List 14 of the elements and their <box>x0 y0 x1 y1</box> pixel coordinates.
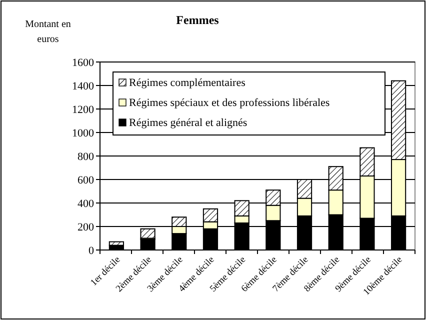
y-tick-label: 400 <box>78 198 94 210</box>
y-tick-label: 1600 <box>72 57 94 69</box>
y-tick-label: 1400 <box>72 80 94 92</box>
y-tick-label: 800 <box>78 151 94 163</box>
y-tick-label: 600 <box>78 174 94 186</box>
y-tick-label: 0 <box>88 245 94 257</box>
y-tick-label: 200 <box>78 222 94 234</box>
y-tick-label: 1200 <box>72 104 94 116</box>
y-axis-title: Montant en euros <box>25 19 71 45</box>
legend-label: Régimes spéciaux et des professions libérales <box>129 97 330 109</box>
chart-title: Femmes <box>176 13 220 27</box>
legend-label: Régimes complémentaires <box>129 77 246 89</box>
legend-label: Régimes général et alignés <box>129 117 248 129</box>
y-tick-label: 1000 <box>72 128 94 140</box>
